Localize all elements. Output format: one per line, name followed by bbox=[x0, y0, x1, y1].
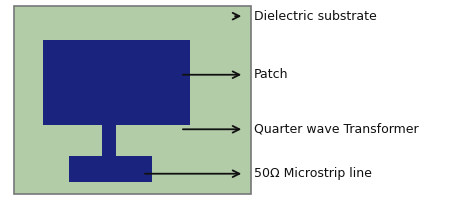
Bar bbox=[14, 6, 251, 194]
Bar bbox=[69, 156, 152, 182]
Text: Quarter wave Transformer: Quarter wave Transformer bbox=[254, 123, 418, 136]
Bar bbox=[102, 123, 116, 158]
Text: Patch: Patch bbox=[254, 68, 288, 81]
Text: Dielectric substrate: Dielectric substrate bbox=[254, 10, 376, 23]
Text: 50Ω Microstrip line: 50Ω Microstrip line bbox=[254, 167, 372, 180]
Bar bbox=[43, 40, 190, 125]
